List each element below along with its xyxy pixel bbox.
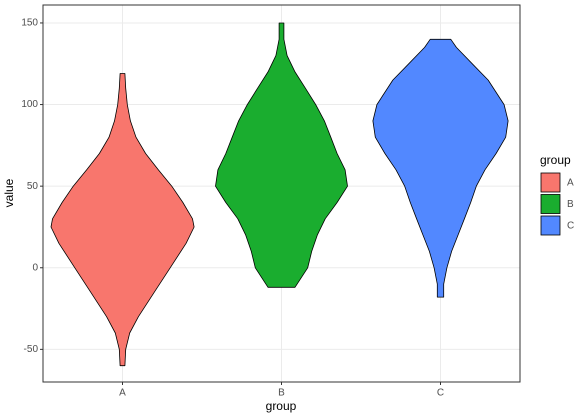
y-tick-label: 0 — [32, 262, 38, 273]
violin — [372, 38, 509, 298]
y-axis-title: value — [2, 178, 16, 207]
violin — [215, 22, 348, 288]
legend-key — [540, 215, 561, 236]
violin — [50, 73, 195, 367]
legend-key — [540, 172, 561, 193]
x-tick-label: B — [278, 388, 285, 399]
plot-border — [42, 4, 521, 383]
legend-label: C — [567, 221, 574, 232]
x-tick-label: A — [119, 388, 126, 399]
legend-label: B — [567, 199, 574, 210]
y-tick-label: -50 — [24, 344, 39, 355]
legend-title: group — [540, 153, 571, 167]
x-tick-label: C — [437, 388, 444, 399]
y-tick-label: 50 — [27, 181, 39, 192]
y-tick-label: 100 — [21, 99, 38, 110]
x-axis-title: group — [266, 399, 297, 413]
y-tick-label: 150 — [21, 18, 38, 29]
legend-label: A — [567, 178, 574, 189]
legend-key — [540, 194, 561, 214]
